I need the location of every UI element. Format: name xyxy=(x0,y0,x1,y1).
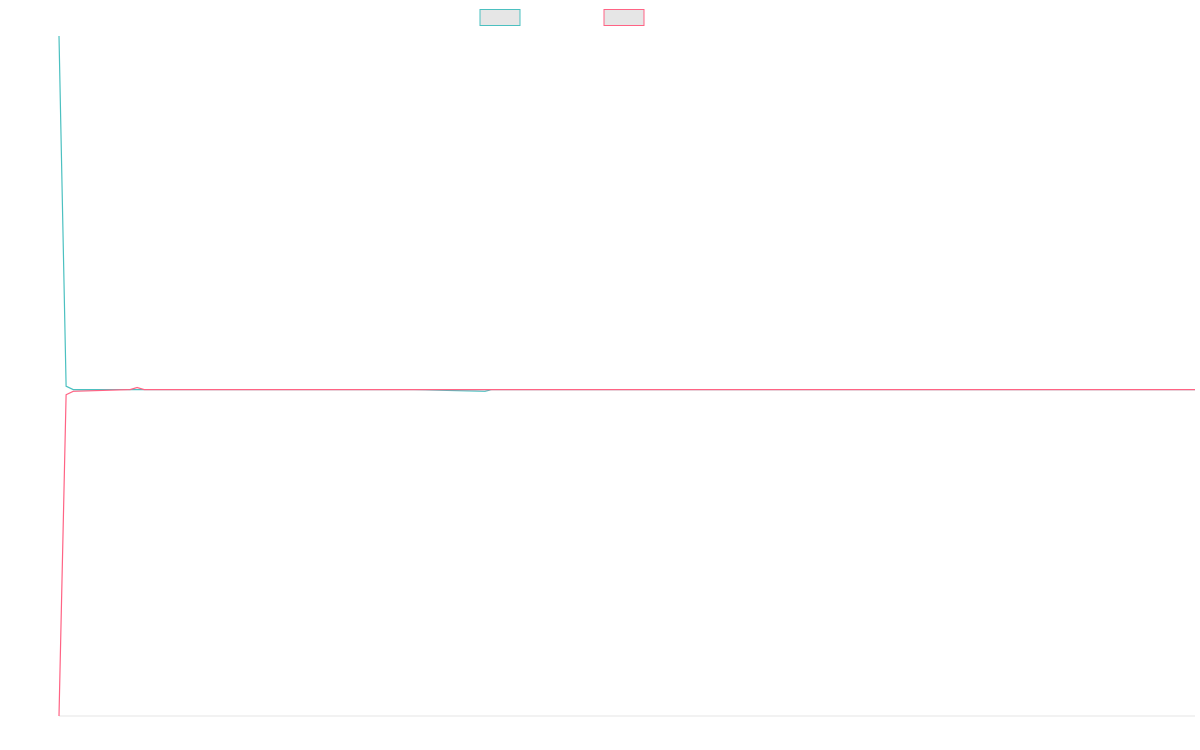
series-line xyxy=(58,386,1195,717)
legend-swatch[interactable] xyxy=(603,9,645,26)
series-line xyxy=(58,35,1195,392)
legend-swatch[interactable] xyxy=(479,9,521,26)
